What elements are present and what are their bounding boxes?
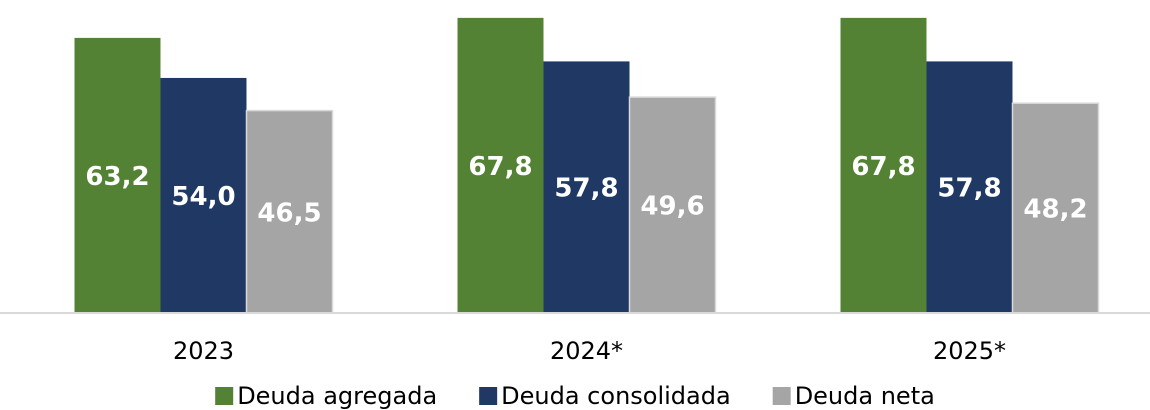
value-label: 49,6 xyxy=(640,192,704,222)
legend-swatch xyxy=(479,387,498,405)
bar xyxy=(74,37,161,314)
value-label: 67,8 xyxy=(851,152,915,182)
value-label: 54,0 xyxy=(171,182,235,212)
bar xyxy=(840,17,927,314)
bar xyxy=(160,77,247,313)
legend-label: Deuda consolidada xyxy=(501,382,731,410)
legend-swatch xyxy=(215,387,234,405)
legend-swatch xyxy=(772,387,791,405)
legend-label: Deuda neta xyxy=(795,382,935,410)
value-label: 63,2 xyxy=(85,162,149,192)
value-label: 67,8 xyxy=(468,152,532,182)
bar xyxy=(926,61,1013,314)
x-tick-label: 2024* xyxy=(550,337,623,365)
bar xyxy=(628,96,717,314)
legend-label: Deuda agregada xyxy=(237,382,437,410)
x-tick-label: 2025* xyxy=(933,337,1006,365)
bar xyxy=(543,61,630,314)
bar xyxy=(457,17,544,314)
bar xyxy=(1011,102,1100,314)
value-label: 46,5 xyxy=(257,198,321,228)
value-label: 57,8 xyxy=(937,174,1001,204)
x-tick-label: 2023 xyxy=(173,337,234,365)
value-label: 48,2 xyxy=(1023,195,1087,225)
value-label: 57,8 xyxy=(554,174,618,204)
